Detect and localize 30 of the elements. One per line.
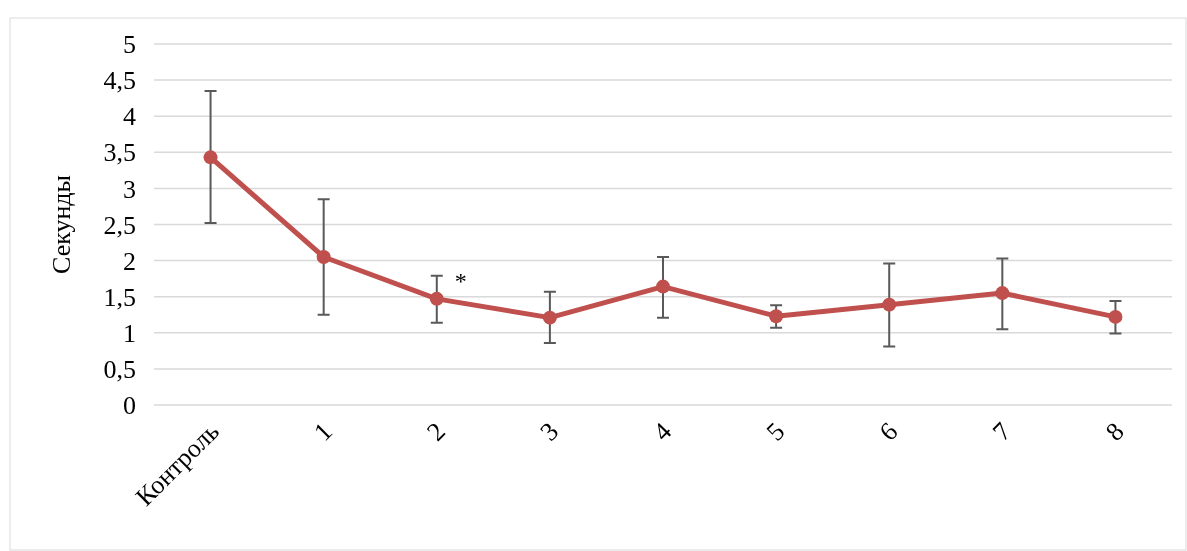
y-axis-title: Секунды <box>47 174 76 275</box>
point <box>429 291 444 306</box>
x-tick-label: 5 <box>760 416 791 447</box>
x-tick-label: 2 <box>421 416 452 447</box>
point <box>316 249 331 264</box>
y-tick-label: 4 <box>123 102 136 132</box>
point <box>203 150 218 165</box>
y-tick-label: 5 <box>123 30 136 60</box>
y-tick-label: 2,5 <box>103 210 136 240</box>
y-tick-label: 0 <box>123 391 136 421</box>
y-tick-label: 0,5 <box>103 355 136 384</box>
point <box>769 309 784 324</box>
y-tick-label: 4,5 <box>103 66 136 96</box>
x-tick-label: 7 <box>986 416 1017 447</box>
x-tick-label: 3 <box>534 416 565 447</box>
y-tick-label: 1,5 <box>103 282 136 312</box>
point <box>882 297 897 312</box>
x-tick-label: 4 <box>647 416 678 447</box>
x-tick-label: 6 <box>873 416 904 447</box>
point <box>995 286 1010 301</box>
point <box>656 279 670 294</box>
x-tick-label: 8 <box>1099 416 1130 447</box>
annotation: * <box>454 267 467 294</box>
point <box>542 310 557 325</box>
point <box>1108 309 1123 324</box>
y-tick-label: 3,5 <box>103 138 136 168</box>
y-tick-label: 3 <box>123 174 136 204</box>
y-tick-label: 1 <box>123 318 136 348</box>
y-tick-label: 2 <box>123 246 136 276</box>
x-tick-label: 1 <box>308 416 338 447</box>
